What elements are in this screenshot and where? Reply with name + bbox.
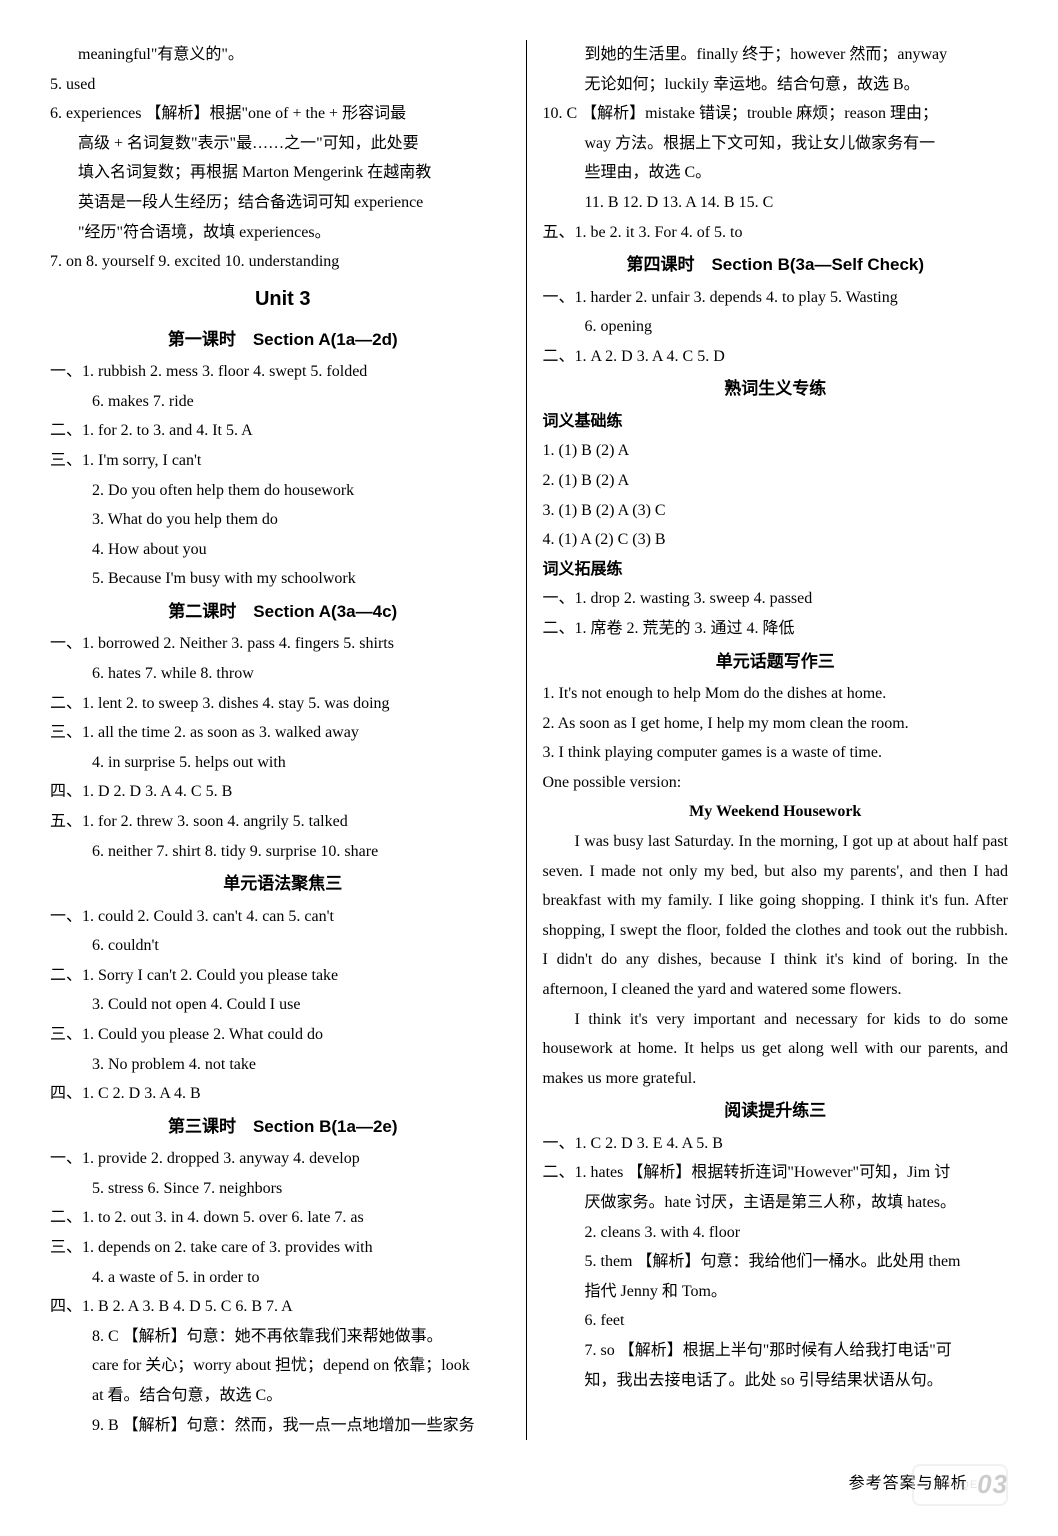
text-line: 一、1. provide 2. dropped 3. anyway 4. dev… — [50, 1144, 516, 1174]
text-line: 填入名词复数；再根据 Marton Mengerink 在越南教 — [50, 158, 516, 188]
text-line: 一、1. harder 2. unfair 3. depends 4. to p… — [543, 283, 1009, 313]
text-line: 指代 Jenny 和 Tom。 — [543, 1277, 1009, 1307]
section-title: 第三课时 Section B(1a—2e) — [50, 1109, 516, 1144]
text-line: 四、1. C 2. D 3. A 4. B — [50, 1079, 516, 1109]
section-title: 熟词生义专练 — [543, 371, 1009, 406]
text-line: way 方法。根据上下文可知，我让女儿做家务有一 — [543, 129, 1009, 159]
text-line: 二、1. hates 【解析】根据转折连词"However"可知，Jim 讨 — [543, 1158, 1009, 1188]
text-line: 3. I think playing computer games is a w… — [543, 738, 1009, 768]
text-line: 1. (1) B (2) A — [543, 436, 1009, 466]
text-line: 二、1. for 2. to 3. and 4. It 5. A — [50, 416, 516, 446]
text-line: meaningful"有意义的"。 — [50, 40, 516, 70]
text-line: 英语是一段人生经历；结合备选词可知 experience — [50, 188, 516, 218]
text-line: 5. used — [50, 70, 516, 100]
section-title: 单元话题写作三 — [543, 644, 1009, 679]
text-line: 知，我出去接电话了。此处 so 引导结果状语从句。 — [543, 1366, 1009, 1396]
text-line: 无论如何；luckily 幸运地。结合句意，故选 B。 — [543, 70, 1009, 100]
section-title: 第四课时 Section B(3a—Self Check) — [543, 247, 1009, 282]
text-line: 厌做家务。hate 讨厌，主语是第三人称，故填 hates。 — [543, 1188, 1009, 1218]
text-line: 7. so 【解析】根据上半句"那时候有人给我打电话"可 — [543, 1336, 1009, 1366]
page-container: meaningful"有意义的"。 5. used 6. experiences… — [50, 40, 1008, 1440]
text-line: 11. B 12. D 13. A 14. B 15. C — [543, 188, 1009, 218]
text-line: 5. stress 6. Since 7. neighbors — [50, 1174, 516, 1204]
text-line: 三、1. all the time 2. as soon as 3. walke… — [50, 718, 516, 748]
text-line: 三、1. I'm sorry, I can't — [50, 446, 516, 476]
text-line: 6. neither 7. shirt 8. tidy 9. surprise … — [50, 837, 516, 867]
section-title: 第一课时 Section A(1a—2d) — [50, 322, 516, 357]
text-line: 2. cleans 3. with 4. floor — [543, 1218, 1009, 1248]
watermark-icon: MXQE — [912, 1464, 1008, 1506]
text-line: 2. As soon as I get home, I help my mom … — [543, 709, 1009, 739]
text-line: 10. C 【解析】mistake 错误；trouble 麻烦；reason 理… — [543, 99, 1009, 129]
text-line: 一、1. borrowed 2. Neither 3. pass 4. fing… — [50, 629, 516, 659]
section-title: 第二课时 Section A(3a—4c) — [50, 594, 516, 629]
text-line: 五、1. for 2. threw 3. soon 4. angrily 5. … — [50, 807, 516, 837]
essay-paragraph: I think it's very important and necessar… — [543, 1005, 1009, 1094]
unit-title: Unit 3 — [50, 277, 516, 322]
text-line: 6. feet — [543, 1306, 1009, 1336]
text-line: 4. (1) A (2) C (3) B — [543, 525, 1009, 555]
text-line: 7. on 8. yourself 9. excited 10. underst… — [50, 247, 516, 277]
right-column: 到她的生活里。finally 终于；however 然而；anyway 无论如何… — [527, 40, 1009, 1440]
text-line: 高级 + 名词复数"表示"最……之一"可知，此处要 — [50, 129, 516, 159]
subheading: 词义拓展练 — [543, 555, 1009, 585]
text-line: 五、1. be 2. it 3. For 4. of 5. to — [543, 218, 1009, 248]
text-line: 5. them 【解析】句意：我给他们一桶水。此处用 them — [543, 1247, 1009, 1277]
text-line: care for 关心；worry about 担忧；depend on 依靠；… — [50, 1351, 516, 1381]
text-line: 二、1. to 2. out 3. in 4. down 5. over 6. … — [50, 1203, 516, 1233]
text-line: 到她的生活里。finally 终于；however 然而；anyway — [543, 40, 1009, 70]
section-title: 阅读提升练三 — [543, 1093, 1009, 1128]
text-line: 二、1. A 2. D 3. A 4. C 5. D — [543, 342, 1009, 372]
text-line: 一、1. rubbish 2. mess 3. floor 4. swept 5… — [50, 357, 516, 387]
text-line: 四、1. B 2. A 3. B 4. D 5. C 6. B 7. A — [50, 1292, 516, 1322]
text-line: "经历"符合语境，故填 experiences。 — [50, 218, 516, 248]
text-line: 一、1. C 2. D 3. E 4. A 5. B — [543, 1129, 1009, 1159]
text-line: 6. experiences 【解析】根据"one of + the + 形容词… — [50, 99, 516, 129]
text-line: 二、1. lent 2. to sweep 3. dishes 4. stay … — [50, 689, 516, 719]
text-line: at 看。结合句意，故选 C。 — [50, 1381, 516, 1411]
essay-title: My Weekend Housework — [543, 797, 1009, 827]
text-line: 三、1. Could you please 2. What could do — [50, 1020, 516, 1050]
text-line: 2. (1) B (2) A — [543, 466, 1009, 496]
text-line: 4. a waste of 5. in order to — [50, 1263, 516, 1293]
text-line: 6. hates 7. while 8. throw — [50, 659, 516, 689]
text-line: 6. couldn't — [50, 931, 516, 961]
text-line: 二、1. Sorry I can't 2. Could you please t… — [50, 961, 516, 991]
text-line: 3. (1) B (2) A (3) C — [543, 496, 1009, 526]
text-line: One possible version: — [543, 768, 1009, 798]
text-line: 3. No problem 4. not take — [50, 1050, 516, 1080]
text-line: 8. C 【解析】句意：她不再依靠我们来帮她做事。 — [50, 1322, 516, 1352]
text-line: 三、1. depends on 2. take care of 3. provi… — [50, 1233, 516, 1263]
text-line: 3. What do you help them do — [50, 505, 516, 535]
essay-paragraph: I was busy last Saturday. In the morning… — [543, 827, 1009, 1005]
section-title: 单元语法聚焦三 — [50, 866, 516, 901]
text-line: 些理由，故选 C。 — [543, 158, 1009, 188]
text-line: 一、1. drop 2. wasting 3. sweep 4. passed — [543, 584, 1009, 614]
text-line: 4. How about you — [50, 535, 516, 565]
text-line: 4. in surprise 5. helps out with — [50, 748, 516, 778]
text-line: 二、1. 席卷 2. 荒芜的 3. 通过 4. 降低 — [543, 614, 1009, 644]
page-footer: 参考答案与解析 03 MXQE — [50, 1460, 1008, 1500]
text-line: 四、1. D 2. D 3. A 4. C 5. B — [50, 777, 516, 807]
text-line: 1. It's not enough to help Mom do the di… — [543, 679, 1009, 709]
text-line: 9. B 【解析】句意：然而，我一点一点地增加一些家务 — [50, 1411, 516, 1441]
text-line: 一、1. could 2. Could 3. can't 4. can 5. c… — [50, 902, 516, 932]
left-column: meaningful"有意义的"。 5. used 6. experiences… — [50, 40, 526, 1440]
text-line: 2. Do you often help them do housework — [50, 476, 516, 506]
text-line: 3. Could not open 4. Could I use — [50, 990, 516, 1020]
subheading: 词义基础练 — [543, 407, 1009, 437]
text-line: 6. makes 7. ride — [50, 387, 516, 417]
text-line: 5. Because I'm busy with my schoolwork — [50, 564, 516, 594]
text-line: 6. opening — [543, 312, 1009, 342]
